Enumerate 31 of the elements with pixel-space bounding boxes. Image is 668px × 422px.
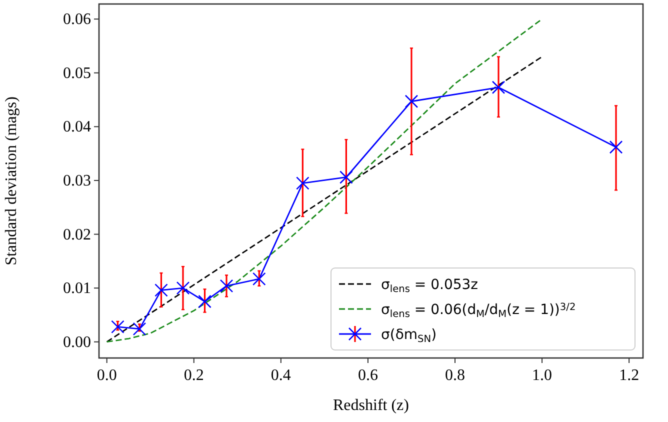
- point: [111, 320, 124, 334]
- point: [296, 176, 310, 190]
- point: [220, 279, 234, 293]
- y-tick-label: 0.01: [63, 280, 91, 298]
- point: [404, 94, 418, 108]
- point: [154, 284, 168, 297]
- legend-label: σ(δm$_{SN}$): [381, 327, 437, 344]
- y-axis-title: Standard deviation (mags): [3, 96, 20, 266]
- point: [132, 322, 146, 336]
- y-tick-label: 0.00: [63, 334, 91, 351]
- y-tick-label: 0.05: [63, 64, 91, 82]
- legend-label: σ$_{lens}$ = 0.053z: [381, 277, 478, 294]
- point: [176, 281, 190, 295]
- y-tick-label: 0.03: [63, 172, 91, 190]
- x-tick-label: 0.6: [358, 367, 378, 384]
- x-tick-label: 0.2: [184, 367, 204, 384]
- legend-label: σ$_{lens}$ = 0.06(d$_{M}$/d$_{M}$(z = 1))$^{3/2}$: [381, 302, 576, 320]
- point: [340, 170, 353, 184]
- x-axis-title: Redshift (z): [333, 397, 409, 414]
- x-tick-label: 0.0: [96, 367, 117, 384]
- y-tick-label: 0.06: [63, 11, 91, 28]
- point: [198, 294, 212, 308]
- x-tick-label: 0.4: [270, 367, 291, 384]
- point: [609, 140, 623, 154]
- x-tick-label: 1.2: [619, 367, 640, 384]
- point: [492, 80, 506, 94]
- point: [252, 272, 266, 286]
- x-tick-label: 0.8: [444, 367, 465, 384]
- x-tick-label: 1.0: [532, 367, 552, 384]
- y-tick-label: 0.02: [63, 226, 91, 244]
- y-tick-label: 0.04: [63, 118, 91, 136]
